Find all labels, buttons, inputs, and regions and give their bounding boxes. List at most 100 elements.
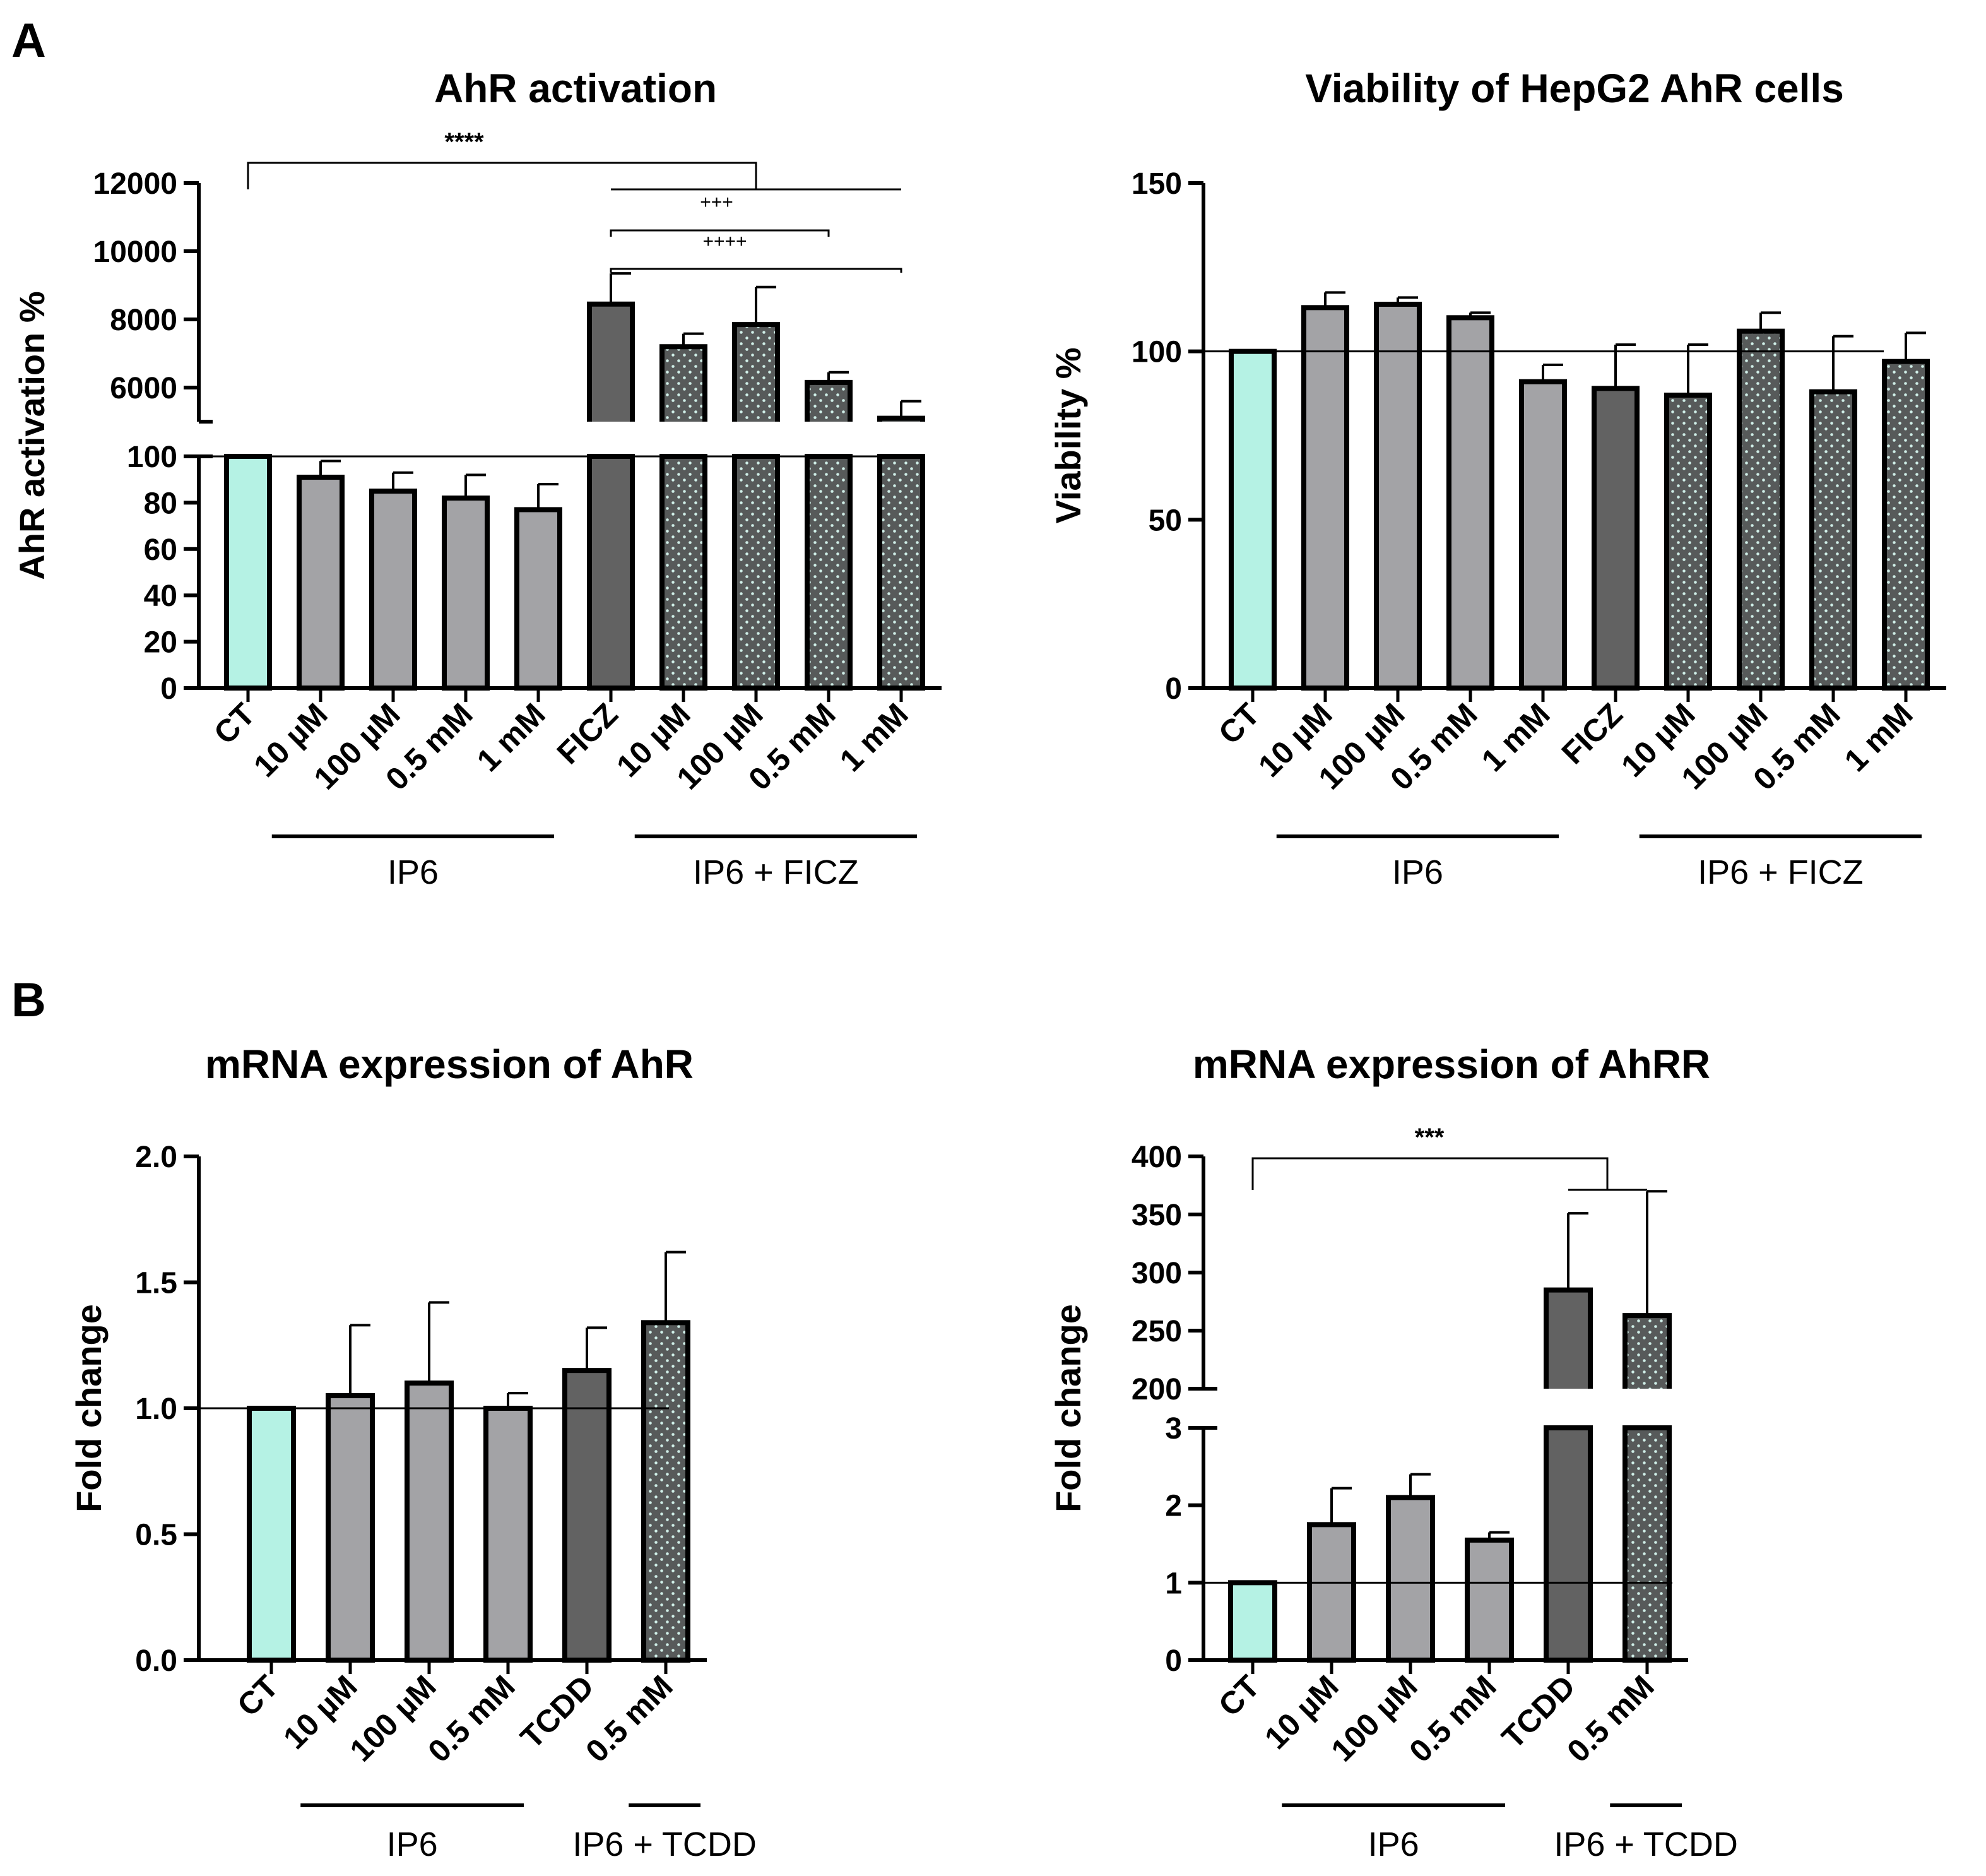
y-tick-label: 1.0 <box>135 1392 177 1426</box>
bar <box>369 489 417 691</box>
x-tick-label: CT <box>207 696 262 751</box>
chart-viability: Viability of HepG2 AhR cells Viability % 0… <box>1048 66 1946 891</box>
bar <box>442 496 490 691</box>
bar <box>1882 359 1930 691</box>
bar <box>1229 348 1277 691</box>
y-axis-label: Fold change <box>1048 1304 1088 1512</box>
chart-title: mRNA expression of AhR <box>205 1042 694 1087</box>
x-tick-label: 0.5 mM <box>579 1668 679 1769</box>
chart-title: Viability of HepG2 AhR cells <box>1305 66 1844 111</box>
x-tick-label: CT <box>1212 1668 1267 1723</box>
chart-title: mRNA expression of AhRR <box>1193 1042 1710 1087</box>
bar <box>297 475 345 691</box>
bar <box>1809 389 1857 691</box>
y-tick-label: 300 <box>1132 1257 1182 1290</box>
y-tick-label: 100 <box>127 441 177 474</box>
y-tick-label: 100 <box>1132 336 1182 369</box>
x-tick-label: 0.5 mM <box>1402 1668 1503 1769</box>
bar <box>1546 1290 1590 1389</box>
group-label: IP6 <box>387 1826 438 1863</box>
y-tick-label: 250 <box>1132 1315 1182 1348</box>
bar-lower-segment <box>1544 1425 1593 1663</box>
significance-bracket <box>610 268 902 273</box>
group-label: IP6 + TCDD <box>1554 1826 1738 1863</box>
x-tick-label: 1 mM <box>833 696 915 778</box>
group-label: IP6 <box>387 853 439 891</box>
x-tick-label: 1 mM <box>1475 696 1557 778</box>
bar-lower-segment <box>732 454 780 691</box>
y-tick-label: 60 <box>144 533 177 567</box>
bar-lower-segment <box>805 454 853 691</box>
group-label: IP6 + FICZ <box>1698 853 1864 891</box>
bar-lower-segment <box>877 454 925 691</box>
y-tick-label: 1.5 <box>135 1267 177 1300</box>
bar <box>641 1320 690 1663</box>
x-tick-label: 100 µM <box>1325 1668 1424 1768</box>
y-tick-label: 200 <box>1132 1373 1182 1406</box>
y-tick-label: 2 <box>1165 1490 1182 1523</box>
bar <box>1301 305 1349 691</box>
y-tick-label: 1 <box>1165 1567 1182 1600</box>
bar <box>562 1368 612 1663</box>
x-tick-label: CT <box>1212 696 1267 751</box>
y-tick-label: 0 <box>1165 672 1182 706</box>
bar <box>514 507 562 691</box>
bar <box>1386 1495 1435 1663</box>
bar-lower-segment <box>587 454 635 691</box>
y-axis-label: Viability % <box>1048 347 1088 523</box>
significance-label: **** <box>444 128 484 156</box>
bar <box>1446 315 1494 691</box>
group-label: IP6 <box>1392 853 1443 891</box>
bar <box>662 347 705 422</box>
bar <box>1737 328 1785 691</box>
significance-label: ++++ <box>702 231 747 252</box>
bar-lower-segment <box>1622 1425 1672 1663</box>
x-tick-label: 0.5 mM <box>421 1668 521 1769</box>
y-tick-label: 0.5 <box>135 1519 177 1552</box>
group-label: IP6 <box>1368 1826 1419 1863</box>
bar <box>224 454 272 691</box>
y-axis-label: Fold change <box>69 1304 109 1512</box>
y-tick-label: 40 <box>144 579 177 613</box>
significance-bracket <box>247 162 757 189</box>
significance-bracket <box>610 229 830 237</box>
bar <box>589 304 632 422</box>
bar <box>326 1393 375 1663</box>
panel-letter-b: B <box>11 973 46 1027</box>
y-tick-label: 20 <box>144 626 177 660</box>
bar <box>1592 386 1640 691</box>
bar <box>807 382 850 422</box>
y-tick-label: 80 <box>144 487 177 520</box>
y-tick-label: 0 <box>1165 1644 1182 1678</box>
bar <box>247 1406 296 1663</box>
y-tick-label: 350 <box>1132 1199 1182 1232</box>
bar-lower-segment <box>659 454 707 691</box>
bar <box>735 324 777 422</box>
bar <box>1228 1580 1277 1663</box>
bar <box>1625 1315 1669 1389</box>
group-label: IP6 + FICZ <box>693 853 859 891</box>
x-tick-label: 1 mM <box>470 696 552 778</box>
chart-mrna-ahrr: mRNA expression of AhRR Fold change 0 1 2 3 20… <box>1048 1042 1738 1863</box>
bar <box>483 1406 533 1663</box>
panel-letter-a: A <box>11 14 46 68</box>
x-tick-label: 1 mM <box>1838 696 1920 778</box>
y-tick-label: 2.0 <box>135 1141 177 1174</box>
bar <box>1374 302 1422 691</box>
y-tick-label: 400 <box>1132 1141 1182 1174</box>
significance-label: *** <box>1415 1124 1445 1151</box>
y-tick-label: 0.0 <box>135 1644 177 1678</box>
y-tick-label: 6000 <box>110 372 177 405</box>
group-label: IP6 + TCDD <box>572 1826 757 1863</box>
y-tick-label: 12000 <box>93 167 177 201</box>
bar <box>1664 393 1712 691</box>
y-tick-label: 150 <box>1132 167 1182 201</box>
y-axis-label: AhR activation % <box>12 291 52 579</box>
bar <box>405 1380 454 1663</box>
y-tick-label: 3 <box>1165 1412 1182 1446</box>
bar <box>1465 1537 1514 1663</box>
x-tick-label: CT <box>230 1668 285 1723</box>
chart-ahr-activation: AhR activation AhR activation % 0 20 40 60 80 1… <box>12 66 942 891</box>
chart-title: AhR activation <box>434 66 717 111</box>
